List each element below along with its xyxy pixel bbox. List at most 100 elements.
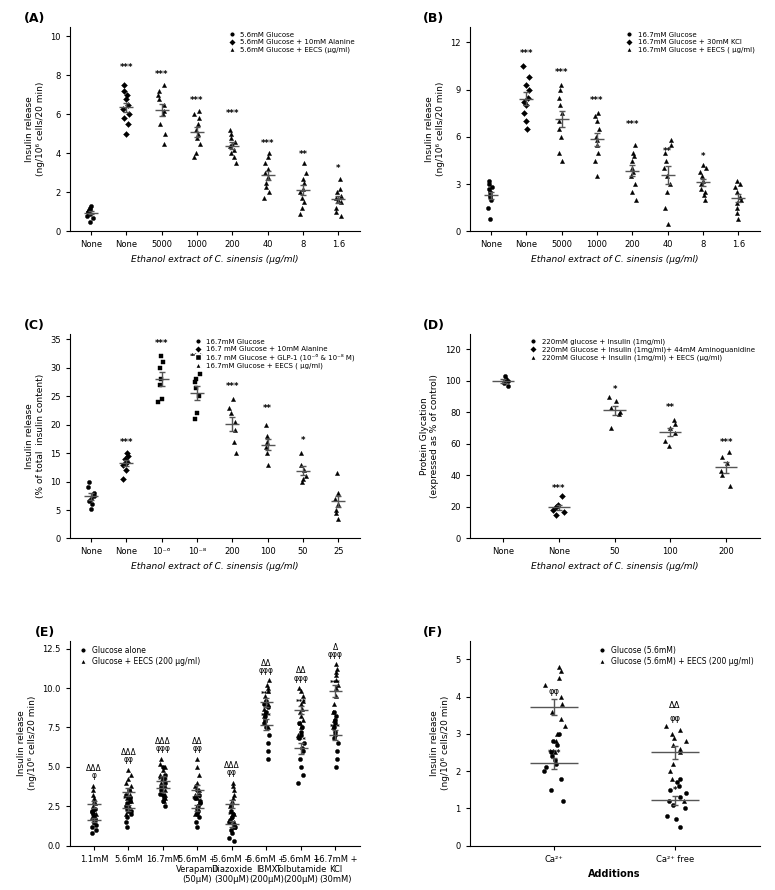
Point bbox=[263, 146, 275, 160]
Text: **: ** bbox=[666, 403, 675, 412]
Point bbox=[155, 350, 167, 364]
Text: ***: *** bbox=[330, 724, 341, 730]
Point bbox=[498, 376, 510, 390]
Point bbox=[157, 355, 169, 369]
Point bbox=[158, 791, 170, 805]
Point bbox=[484, 188, 497, 202]
Point bbox=[296, 191, 308, 206]
Point bbox=[722, 445, 735, 459]
Point bbox=[258, 191, 270, 206]
Point bbox=[669, 417, 681, 431]
Text: (E): (E) bbox=[35, 627, 55, 640]
Point bbox=[673, 741, 686, 756]
Text: ***: *** bbox=[625, 120, 639, 129]
Point bbox=[502, 374, 515, 388]
Point bbox=[88, 796, 101, 810]
Point bbox=[158, 103, 170, 117]
Point bbox=[191, 760, 204, 774]
Text: φφ: φφ bbox=[192, 744, 202, 753]
Text: φφφ: φφφ bbox=[156, 744, 170, 753]
Point bbox=[260, 180, 272, 194]
Point bbox=[229, 415, 241, 429]
Point bbox=[680, 734, 692, 748]
Point bbox=[259, 712, 271, 726]
Point bbox=[260, 417, 272, 432]
Point bbox=[696, 158, 708, 173]
Point bbox=[521, 122, 533, 136]
Point bbox=[87, 799, 99, 813]
Point bbox=[552, 498, 564, 513]
Point bbox=[193, 111, 205, 125]
Point bbox=[666, 727, 678, 741]
Point bbox=[226, 810, 238, 824]
Point bbox=[120, 457, 133, 471]
Point bbox=[663, 782, 676, 797]
Text: ΔΔ: ΔΔ bbox=[295, 667, 306, 676]
Point bbox=[735, 193, 747, 207]
Point bbox=[157, 773, 170, 787]
Text: ***: *** bbox=[547, 748, 561, 758]
Point bbox=[159, 788, 171, 802]
Point bbox=[520, 98, 532, 112]
Point bbox=[226, 791, 239, 805]
Point bbox=[88, 813, 101, 828]
Point bbox=[119, 126, 132, 141]
Point bbox=[258, 693, 270, 708]
Point bbox=[152, 88, 164, 102]
Point bbox=[263, 185, 275, 199]
Point bbox=[295, 457, 308, 472]
Text: φφ: φφ bbox=[227, 768, 237, 777]
Point bbox=[593, 122, 605, 136]
Point bbox=[84, 214, 97, 229]
Point bbox=[120, 814, 133, 829]
Point bbox=[188, 108, 200, 122]
Point bbox=[329, 728, 341, 742]
Text: ***: *** bbox=[261, 139, 274, 148]
Point bbox=[680, 786, 692, 800]
Point bbox=[227, 818, 239, 832]
Point bbox=[298, 195, 311, 209]
Point bbox=[673, 772, 686, 786]
Point bbox=[121, 446, 133, 460]
Point bbox=[228, 820, 240, 834]
Text: ***: *** bbox=[330, 680, 341, 685]
Point bbox=[329, 201, 342, 215]
Point bbox=[298, 693, 310, 708]
Point bbox=[668, 731, 680, 745]
Point bbox=[295, 760, 308, 774]
Point bbox=[153, 377, 166, 392]
Point bbox=[121, 791, 133, 805]
Point bbox=[86, 826, 98, 840]
Point bbox=[332, 193, 344, 207]
Point bbox=[86, 820, 98, 834]
Point bbox=[260, 175, 272, 190]
Point bbox=[329, 673, 342, 687]
Point bbox=[295, 740, 308, 755]
Point bbox=[189, 123, 202, 137]
Point bbox=[260, 678, 273, 692]
Point bbox=[294, 697, 307, 711]
Point bbox=[522, 70, 535, 85]
Point bbox=[538, 764, 550, 778]
Point bbox=[262, 736, 274, 750]
Point bbox=[665, 133, 677, 147]
Point bbox=[81, 208, 94, 222]
Point bbox=[592, 146, 604, 160]
Text: *: * bbox=[336, 164, 340, 173]
Point bbox=[193, 389, 205, 403]
Point bbox=[189, 779, 202, 793]
Point bbox=[549, 753, 561, 767]
Point bbox=[553, 114, 565, 128]
Point bbox=[227, 434, 239, 449]
Point bbox=[83, 494, 95, 508]
Point bbox=[227, 779, 239, 793]
Point bbox=[122, 117, 134, 132]
Legend: 220mM glucose + Insulin (1mg/ml), 220mM Glucose + Insulin (1mg/ml)+ 44mM Aminogu: 220mM glucose + Insulin (1mg/ml), 220mM … bbox=[525, 337, 756, 362]
Point bbox=[157, 788, 169, 802]
Point bbox=[555, 130, 567, 144]
Legend: 16.7mM Glucose, 16.7 mM Glucose + 10mM Alanine, 16.7 mM Glucose + GLP-1 (10⁻⁶ & : 16.7mM Glucose, 16.7 mM Glucose + 10mM A… bbox=[189, 337, 356, 370]
Point bbox=[293, 681, 305, 695]
Text: ***: *** bbox=[119, 439, 133, 448]
Point bbox=[663, 439, 675, 453]
Point bbox=[229, 424, 241, 438]
